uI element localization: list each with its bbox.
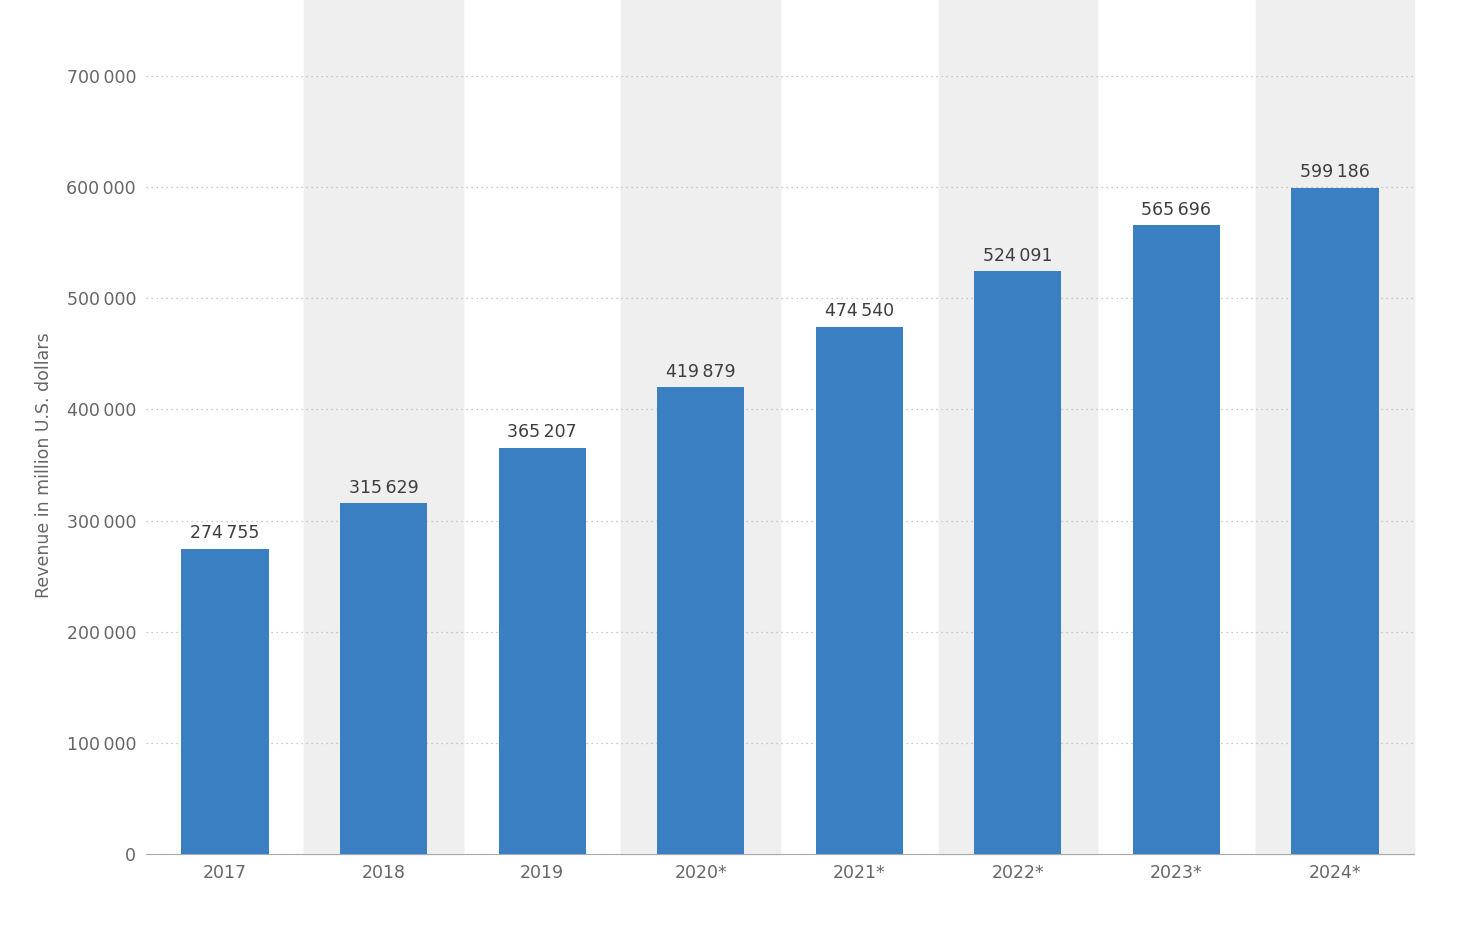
Text: 315 629: 315 629	[348, 478, 418, 496]
Bar	[1133, 225, 1220, 854]
Bar	[305, 76, 464, 854]
Bar	[340, 503, 427, 854]
Text: 599 186: 599 186	[1301, 163, 1371, 181]
Bar	[974, 271, 1061, 854]
Bar	[658, 387, 745, 854]
Bar	[181, 549, 268, 854]
Bar	[939, 76, 1096, 854]
Text: 524 091: 524 091	[983, 247, 1053, 265]
Bar	[621, 0, 780, 854]
Bar	[499, 448, 586, 854]
Text: 365 207: 365 207	[507, 423, 577, 441]
Text: 565 696: 565 696	[1142, 200, 1212, 218]
Bar	[1255, 0, 1414, 854]
Bar	[939, 0, 1096, 854]
Text: 274 755: 274 755	[191, 524, 260, 542]
Bar	[621, 76, 780, 854]
Y-axis label: Revenue in million U.S. dollars: Revenue in million U.S. dollars	[35, 332, 52, 598]
Bar	[815, 326, 903, 854]
Text: 419 879: 419 879	[666, 363, 736, 381]
Bar	[1292, 188, 1379, 854]
Bar	[1255, 76, 1414, 854]
Text: 474 540: 474 540	[825, 302, 894, 320]
Bar	[305, 0, 464, 854]
